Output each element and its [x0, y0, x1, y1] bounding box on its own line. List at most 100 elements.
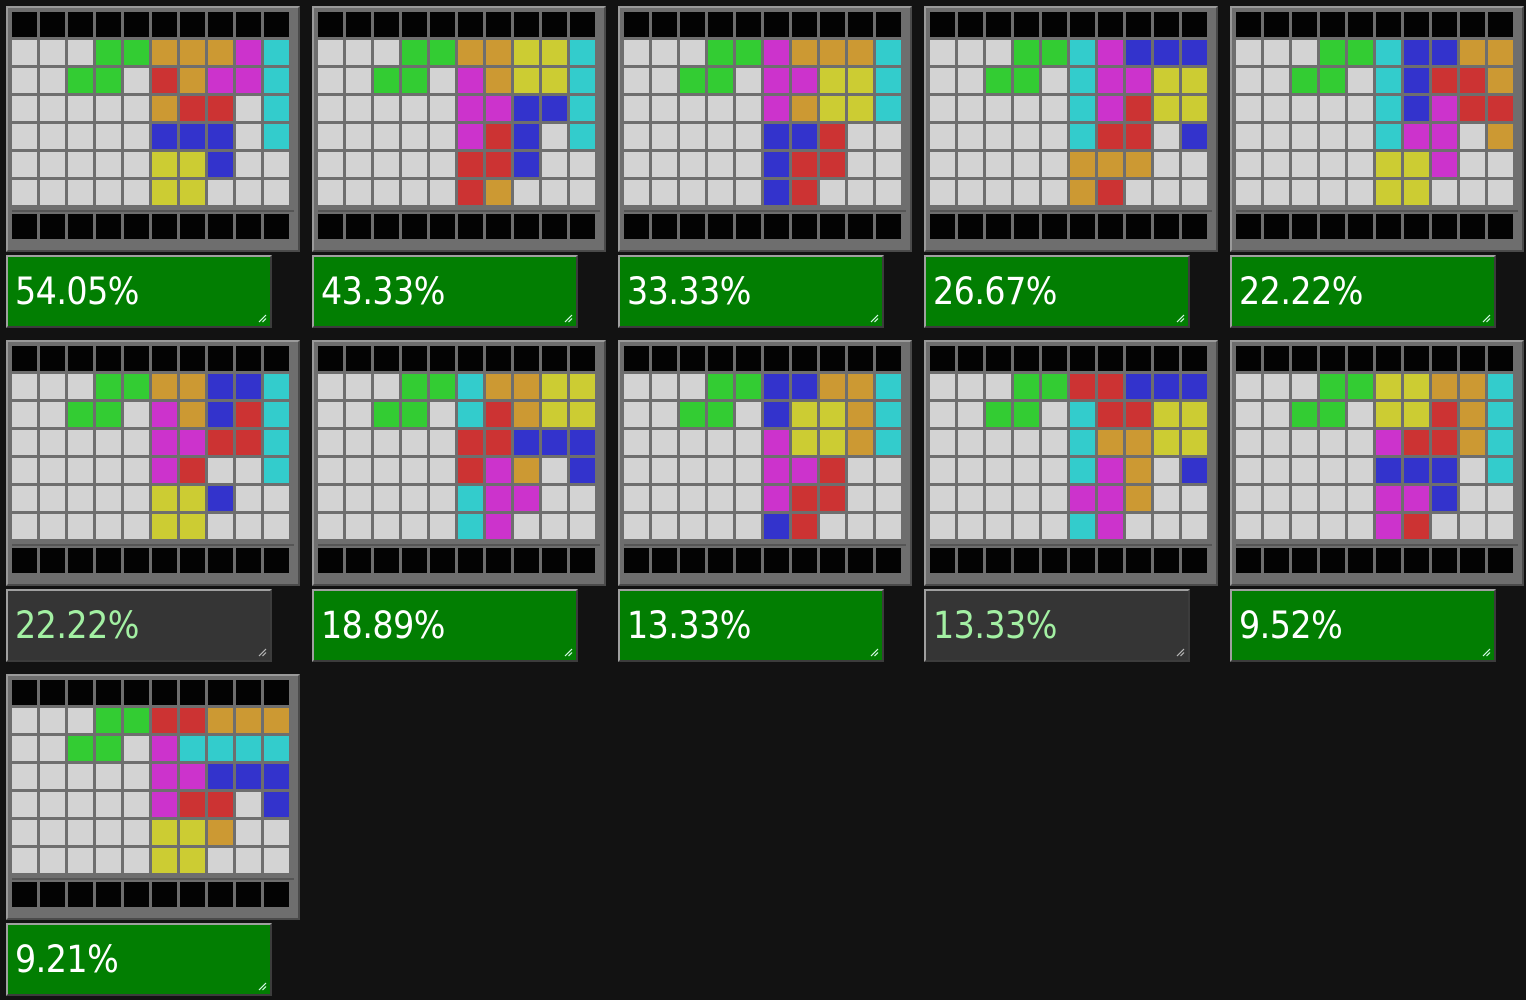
strip-cell	[876, 548, 901, 573]
puzzle-board	[618, 340, 912, 586]
resize-grip-icon[interactable]	[564, 314, 573, 323]
puzzle-board	[6, 674, 300, 920]
piece-cell	[570, 430, 595, 455]
score-field[interactable]: 9.21%	[6, 923, 272, 996]
piece-cell	[458, 514, 483, 539]
piece-cell	[986, 68, 1011, 93]
empty-cell	[1488, 486, 1513, 511]
piece-cell	[876, 96, 901, 121]
empty-cell	[542, 152, 567, 177]
empty-cell	[1236, 68, 1261, 93]
score-field[interactable]: 22.22%	[1230, 255, 1496, 328]
piece-cell	[152, 848, 177, 873]
result-card[interactable]: 9.52%	[1230, 340, 1524, 664]
piece-cell	[180, 124, 205, 149]
score-field[interactable]: 26.67%	[924, 255, 1190, 328]
empty-cell	[318, 486, 343, 511]
piece-cell	[680, 68, 705, 93]
resize-grip-icon[interactable]	[258, 648, 267, 657]
score-field[interactable]: 9.52%	[1230, 589, 1496, 662]
result-card[interactable]: 13.33%	[924, 340, 1218, 664]
piece-cell	[486, 514, 511, 539]
piece-cell	[764, 430, 789, 455]
empty-cell	[1236, 180, 1261, 205]
empty-cell	[318, 68, 343, 93]
piece-cell	[542, 96, 567, 121]
empty-cell	[1042, 124, 1067, 149]
piece-cell	[152, 458, 177, 483]
score-field[interactable]: 54.05%	[6, 255, 272, 328]
resize-grip-icon[interactable]	[1482, 314, 1491, 323]
strip-cell	[208, 882, 233, 907]
score-field[interactable]: 13.33%	[924, 589, 1190, 662]
empty-cell	[736, 96, 761, 121]
empty-cell	[542, 486, 567, 511]
strip-cell	[1070, 214, 1095, 239]
strip-cell	[236, 680, 261, 705]
strip-cell	[1236, 346, 1261, 371]
strip-cell	[848, 12, 873, 37]
strip-cell	[208, 12, 233, 37]
piece-cell	[514, 486, 539, 511]
strip-cell	[346, 548, 371, 573]
empty-cell	[68, 430, 93, 455]
resize-grip-icon[interactable]	[258, 314, 267, 323]
empty-cell	[430, 402, 455, 427]
piece-cell	[1070, 374, 1095, 399]
resize-grip-icon[interactable]	[1482, 648, 1491, 657]
resize-grip-icon[interactable]	[258, 982, 267, 991]
empty-cell	[430, 124, 455, 149]
piece-cell	[458, 40, 483, 65]
empty-cell	[708, 96, 733, 121]
score-field[interactable]: 13.33%	[618, 589, 884, 662]
strip-cell	[736, 214, 761, 239]
resize-grip-icon[interactable]	[564, 648, 573, 657]
empty-cell	[680, 458, 705, 483]
result-card[interactable]: 43.33%	[312, 6, 606, 330]
strip-cell	[652, 12, 677, 37]
empty-cell	[236, 180, 261, 205]
piece-cell	[1098, 152, 1123, 177]
strip-cell	[680, 346, 705, 371]
result-card[interactable]: 54.05%	[6, 6, 300, 330]
empty-cell	[958, 124, 983, 149]
strip-cell	[318, 214, 343, 239]
resize-grip-icon[interactable]	[1176, 314, 1185, 323]
result-card[interactable]: 33.33%	[618, 6, 912, 330]
empty-cell	[40, 180, 65, 205]
result-card[interactable]: 22.22%	[1230, 6, 1524, 330]
result-card[interactable]: 18.89%	[312, 340, 606, 664]
result-card[interactable]: 22.22%	[6, 340, 300, 664]
strip-cell	[542, 346, 567, 371]
piece-cell	[124, 40, 149, 65]
piece-cell	[1404, 374, 1429, 399]
resize-grip-icon[interactable]	[870, 314, 879, 323]
resize-grip-icon[interactable]	[1176, 648, 1185, 657]
piece-cell	[236, 40, 261, 65]
strip-cell	[1264, 214, 1289, 239]
score-value: 13.33%	[627, 604, 751, 647]
empty-cell	[986, 180, 1011, 205]
strip-cell	[96, 548, 121, 573]
puzzle-board	[924, 6, 1218, 252]
result-card[interactable]: 13.33%	[618, 340, 912, 664]
score-field[interactable]: 33.33%	[618, 255, 884, 328]
piece-cell	[152, 180, 177, 205]
empty-cell	[652, 514, 677, 539]
piece-cell	[68, 736, 93, 761]
strip-cell	[1348, 548, 1373, 573]
score-field[interactable]: 43.33%	[312, 255, 578, 328]
empty-cell	[876, 152, 901, 177]
score-field[interactable]: 22.22%	[6, 589, 272, 662]
strip-cell	[486, 346, 511, 371]
strip-cell	[346, 346, 371, 371]
result-card[interactable]: 26.67%	[924, 6, 1218, 330]
piece-cell	[1376, 458, 1401, 483]
result-card[interactable]: 9.21%	[6, 674, 300, 998]
score-field[interactable]: 18.89%	[312, 589, 578, 662]
empty-cell	[652, 458, 677, 483]
empty-cell	[124, 402, 149, 427]
resize-grip-icon[interactable]	[870, 648, 879, 657]
piece-cell	[1460, 96, 1485, 121]
strip-cell	[820, 12, 845, 37]
